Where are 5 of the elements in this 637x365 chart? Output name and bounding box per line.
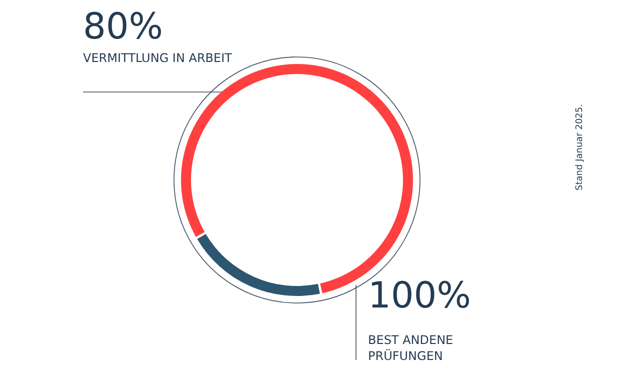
text: BEST ANDENE PRÜFUNGEN	[368, 333, 457, 363]
text: Stand Januar 2025.	[575, 104, 585, 190]
data-label: 80%	[83, 6, 164, 48]
text: 100%	[368, 276, 471, 316]
slice-label: VERMITTLUNG IN ARBEIT	[83, 51, 233, 65]
